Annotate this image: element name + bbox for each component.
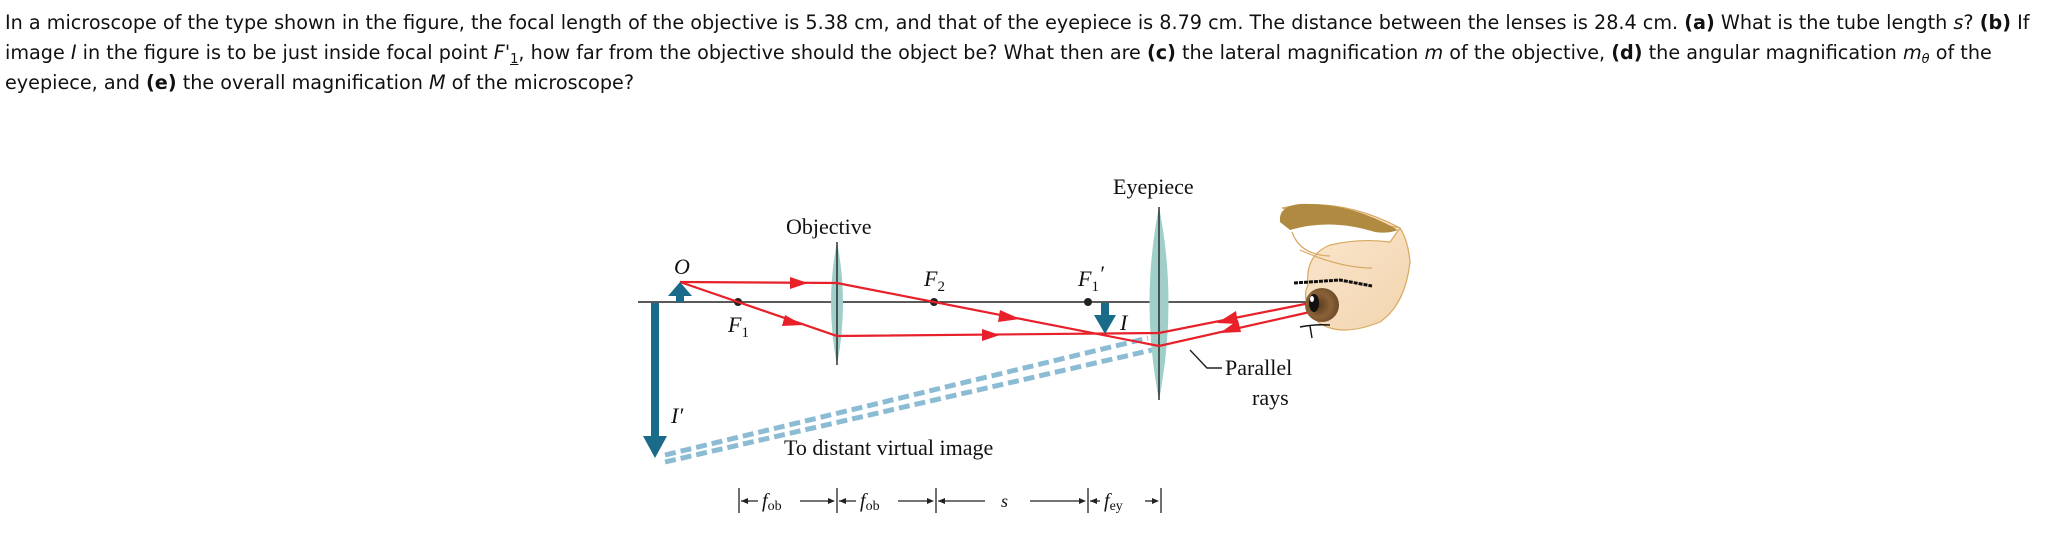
eyepiece-label: Eyepiece [1113, 174, 1194, 199]
F1-prime-label: F1′ [1077, 261, 1105, 295]
dim-fey: fey [1104, 490, 1123, 514]
text: the angular magnification [1642, 41, 1903, 64]
text: ? [1963, 11, 1980, 34]
text: , how far from the objective should the … [518, 41, 1147, 64]
object-arrow [668, 282, 692, 302]
text: In a microscope of the type shown in the… [5, 11, 1685, 34]
dim-fob-1: fob [762, 490, 782, 514]
F2-label: F2 [923, 266, 945, 295]
object-label: O [674, 254, 690, 279]
text: of the microscope? [445, 71, 635, 94]
part-a-label: (a) [1684, 11, 1715, 34]
virtual-image-caption: To distant virtual image [784, 435, 993, 460]
text: the overall magnification [176, 71, 429, 94]
part-b-label: (b) [1979, 11, 2011, 34]
problem-statement: In a microscope of the type shown in the… [5, 8, 2040, 98]
virtual-image-label: I′ [670, 403, 684, 428]
var-I: I [70, 41, 77, 64]
var-m: m [1424, 41, 1444, 64]
var-m-theta: m [1902, 41, 1922, 64]
var-M: M [428, 71, 446, 94]
text: What is the tube length [1714, 11, 1954, 34]
rays-label: rays [1252, 385, 1289, 410]
var-F-prime: F' [493, 41, 511, 64]
image-arrow [1094, 303, 1116, 334]
objective-lens [831, 242, 843, 365]
objective-label: Objective [786, 214, 872, 239]
part-e-label: (e) [146, 71, 177, 94]
eye-icon [1279, 203, 1411, 339]
text: If image [5, 11, 2030, 64]
text: of the objective, [1443, 41, 1612, 64]
part-d-label: (d) [1611, 41, 1643, 64]
var-F-sub: 1 [510, 52, 519, 67]
focal-point-F1-prime [1084, 298, 1092, 306]
text: of the eyepiece, and [5, 41, 1992, 94]
dim-fob-2: fob [860, 490, 880, 514]
var-s: s [1953, 11, 1964, 34]
dimension-line [738, 488, 1162, 513]
parallel-leader-line [1189, 349, 1222, 369]
virtual-image-arrow [643, 303, 667, 458]
image-label: I [1119, 310, 1129, 335]
text: the lateral magnification [1175, 41, 1425, 64]
text: in the figure is to be just inside focal… [76, 41, 494, 64]
part-c-label: (c) [1146, 41, 1176, 64]
ray-arrowheads [782, 277, 1241, 341]
dim-s: s [1001, 491, 1008, 511]
F1-label: F1 [727, 312, 749, 341]
virtual-ray-lines [664, 335, 1153, 465]
var-theta-sub: θ [1921, 52, 1930, 67]
eyepiece-lens [1149, 207, 1169, 400]
parallel-label: Parallel [1225, 355, 1292, 380]
